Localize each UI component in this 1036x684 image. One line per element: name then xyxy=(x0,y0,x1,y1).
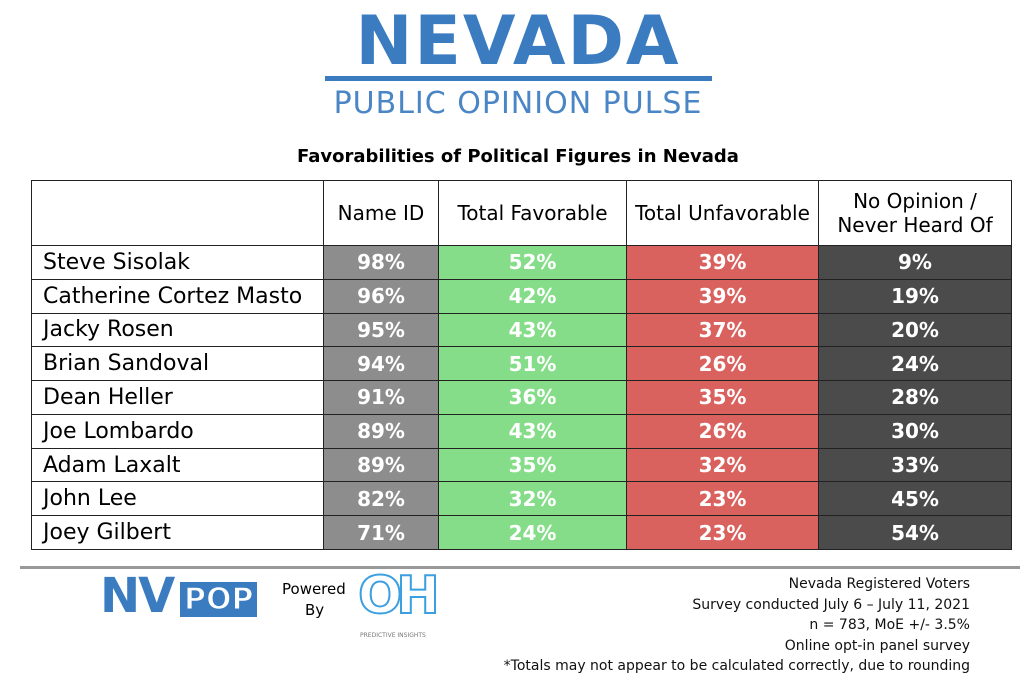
value-cell: 32% xyxy=(438,481,627,517)
logo-nv: NV xyxy=(100,568,175,624)
row-label: Joey Gilbert xyxy=(31,515,324,550)
row-label: John Lee xyxy=(31,481,324,517)
value-cell: 24% xyxy=(438,515,627,550)
value-cell: 39% xyxy=(626,278,819,314)
row-label: Joe Lombardo xyxy=(31,413,324,449)
value-cell: 24% xyxy=(818,346,1012,382)
value-cell: 35% xyxy=(438,447,627,483)
row-label: Dean Heller xyxy=(31,380,324,415)
brand-subtitle: PUBLIC OPINION PULSE xyxy=(333,86,703,121)
row-label: Catherine Cortez Masto xyxy=(31,278,324,314)
header-cell: Total Favorable xyxy=(438,180,627,246)
value-cell: 26% xyxy=(626,413,819,449)
value-cell: 51% xyxy=(438,346,627,382)
value-cell: 37% xyxy=(626,312,819,348)
value-cell: 23% xyxy=(626,515,819,550)
logo-pop: POP xyxy=(180,581,258,618)
header-cell xyxy=(31,180,324,246)
value-cell: 96% xyxy=(323,278,439,314)
value-cell: 43% xyxy=(438,312,627,348)
value-cell: 43% xyxy=(438,413,627,449)
row-label: Adam Laxalt xyxy=(31,447,324,483)
header-cell: No Opinion / Never Heard Of xyxy=(818,180,1012,246)
partner-logo: OH xyxy=(357,565,441,627)
brand-rule xyxy=(325,76,712,81)
value-cell: 91% xyxy=(323,380,439,415)
value-cell: 23% xyxy=(626,481,819,517)
value-cell: 33% xyxy=(818,447,1012,483)
value-cell: 98% xyxy=(323,245,439,280)
powered-text: By xyxy=(305,601,325,619)
note-line: Survey conducted July 6 – July 11, 2021 xyxy=(692,596,970,613)
value-cell: 26% xyxy=(626,346,819,382)
value-cell: 45% xyxy=(818,481,1012,517)
value-cell: 42% xyxy=(438,278,627,314)
value-cell: 82% xyxy=(323,481,439,517)
value-cell: 30% xyxy=(818,413,1012,449)
value-cell: 36% xyxy=(438,380,627,415)
header-cell: Total Unfavorable xyxy=(626,180,819,246)
value-cell: 19% xyxy=(818,278,1012,314)
value-cell: 9% xyxy=(818,245,1012,280)
value-cell: 39% xyxy=(626,245,819,280)
value-cell: 28% xyxy=(818,380,1012,415)
brand-title: NEVADA xyxy=(355,2,681,81)
table-title: Favorabilities of Political Figures in N… xyxy=(297,146,739,167)
value-cell: 95% xyxy=(323,312,439,348)
value-cell: 94% xyxy=(323,346,439,382)
partner-tagline: PREDICTIVE INSIGHTS xyxy=(360,632,426,639)
value-cell: 32% xyxy=(626,447,819,483)
powered-text: Powered xyxy=(282,580,346,598)
note-line: *Totals may not appear to be calculated … xyxy=(503,658,970,674)
row-label: Steve Sisolak xyxy=(31,245,324,280)
value-cell: 20% xyxy=(818,312,1012,348)
value-cell: 35% xyxy=(626,380,819,415)
value-cell: 89% xyxy=(323,413,439,449)
footer-rule xyxy=(20,566,1020,569)
row-label: Jacky Rosen xyxy=(31,312,324,348)
value-cell: 89% xyxy=(323,447,439,483)
note-line: Online opt-in panel survey xyxy=(784,637,970,654)
header-cell: Name ID xyxy=(323,180,439,246)
note-line: n = 783, MoE +/- 3.5% xyxy=(809,617,970,633)
value-cell: 52% xyxy=(438,245,627,280)
note-line: Nevada Registered Voters xyxy=(788,576,970,592)
value-cell: 71% xyxy=(323,515,439,550)
row-label: Brian Sandoval xyxy=(31,346,324,382)
value-cell: 54% xyxy=(818,515,1012,550)
